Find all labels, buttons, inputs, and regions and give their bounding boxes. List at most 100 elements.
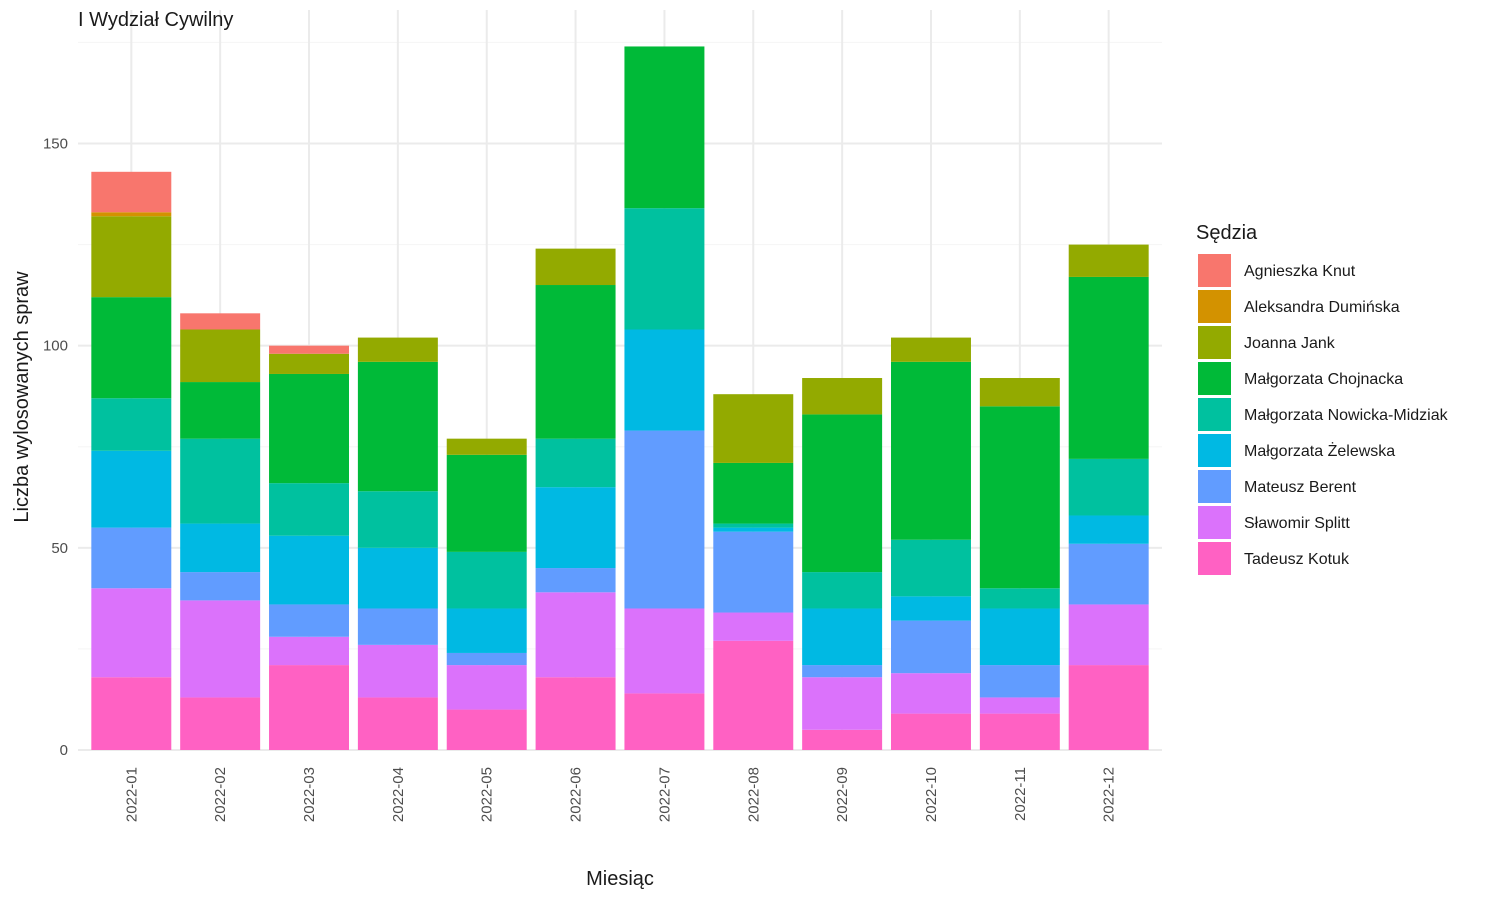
- legend-label: Joanna Jank: [1244, 335, 1336, 352]
- bar-segment: [535, 285, 616, 439]
- bar-segment: [1068, 515, 1149, 544]
- bar-segment: [91, 171, 172, 213]
- legend-label: Mateusz Berent: [1244, 479, 1357, 496]
- x-tick-label: 2022-01: [123, 767, 140, 822]
- legend-key: [1198, 326, 1231, 359]
- bar-segment: [180, 600, 261, 698]
- bar-segment: [446, 551, 527, 609]
- bar-segment: [357, 697, 438, 750]
- bar-segment: [446, 665, 527, 710]
- bar-segment: [91, 677, 172, 750]
- bar-segment: [802, 572, 883, 609]
- bar-segment: [1068, 244, 1149, 277]
- legend-key: [1198, 542, 1231, 575]
- bar-segment: [91, 527, 172, 589]
- bar-segment: [269, 636, 349, 666]
- bar-segment: [446, 438, 527, 455]
- bar-segment: [802, 677, 883, 730]
- bar-segment: [535, 677, 616, 750]
- x-tick-label: 2022-06: [568, 767, 585, 822]
- bar-segment: [180, 523, 261, 573]
- bar-segment: [91, 398, 172, 451]
- legend-key: [1198, 470, 1231, 503]
- x-tick-label: 2022-11: [1012, 767, 1029, 821]
- bar-segment: [802, 665, 883, 678]
- bar-segment: [979, 713, 1060, 750]
- bar-segment: [269, 665, 349, 750]
- legend-key: [1198, 506, 1231, 539]
- bar-segment: [1068, 604, 1149, 666]
- bar-segment: [91, 212, 172, 217]
- legend-label: Małgorzata Żelewska: [1244, 441, 1395, 460]
- legend-key: [1198, 362, 1231, 395]
- x-axis-title: Miesiąc: [586, 868, 654, 890]
- bar-segment: [979, 608, 1060, 666]
- legend-label: Małgorzata Chojnacka: [1244, 371, 1403, 388]
- bar-segment: [180, 329, 261, 383]
- bar-segment: [269, 535, 349, 605]
- y-tick-label: 50: [51, 540, 68, 557]
- bar-segment: [357, 491, 438, 548]
- bar-segment: [357, 547, 438, 609]
- bar-segment: [91, 216, 172, 298]
- bar-segment: [624, 329, 705, 431]
- bar-segment: [357, 337, 438, 362]
- bar-segment: [624, 693, 705, 750]
- legend-label: Aleksandra Dumińska: [1244, 299, 1400, 316]
- bar-segment: [979, 697, 1060, 714]
- bar-segment: [979, 665, 1060, 698]
- bar-segment: [180, 438, 261, 524]
- bar-segment: [802, 729, 883, 750]
- bar-segment: [446, 709, 527, 750]
- bar-segment: [180, 697, 261, 750]
- x-tick-label: 2022-10: [923, 767, 940, 822]
- bar-segment: [624, 608, 705, 694]
- bar-segment: [891, 361, 971, 540]
- bar-segment: [180, 572, 261, 601]
- bar-segment: [1068, 543, 1149, 605]
- x-tick-label: 2022-03: [301, 767, 318, 822]
- bar-segment: [446, 652, 527, 666]
- bar-segment: [535, 568, 616, 593]
- bar-segment: [91, 588, 172, 678]
- bar-segment: [357, 361, 438, 492]
- bar-segment: [269, 483, 349, 536]
- chart-title: I Wydział Cywilny: [78, 9, 233, 31]
- bar-segment: [535, 487, 616, 569]
- bar-segment: [269, 373, 349, 484]
- legend-label: Agnieszka Knut: [1244, 263, 1356, 280]
- bar-segment: [713, 527, 794, 532]
- legend-label: Sławomir Splitt: [1244, 515, 1350, 532]
- bar-segment: [269, 604, 349, 637]
- bar-segment: [979, 406, 1060, 589]
- legend-label: Małgorzata Nowicka-Midziak: [1244, 407, 1449, 424]
- bar-segment: [891, 539, 971, 597]
- bar-segment: [357, 608, 438, 645]
- bar-segment: [891, 713, 971, 750]
- bar-segment: [446, 454, 527, 552]
- bar-segment: [1068, 458, 1149, 516]
- bar-segment: [713, 462, 794, 524]
- legend-label: Tadeusz Kotuk: [1244, 551, 1350, 568]
- bar-segment: [891, 337, 971, 362]
- bar-segment: [535, 592, 616, 678]
- x-tick-label: 2022-12: [1101, 767, 1118, 822]
- bar-segment: [624, 208, 705, 330]
- bar-segment: [269, 353, 349, 374]
- y-tick-label: 150: [43, 136, 68, 153]
- x-tick-label: 2022-07: [656, 767, 673, 822]
- bar-segment: [713, 523, 794, 528]
- bar-segment: [624, 430, 705, 609]
- bar-segment: [802, 378, 883, 415]
- bar-segment: [180, 313, 261, 330]
- bar-segment: [713, 394, 794, 463]
- x-tick-label: 2022-08: [745, 767, 762, 822]
- x-tick-label: 2022-05: [479, 767, 496, 822]
- bar-segment: [802, 414, 883, 573]
- x-tick-label: 2022-04: [390, 767, 407, 822]
- bar-segment: [713, 612, 794, 641]
- legend-key: [1198, 398, 1231, 431]
- bar-segment: [979, 588, 1060, 609]
- legend: Sędzia Agnieszka Knut Aleksandra Dumińska…: [1196, 222, 1449, 575]
